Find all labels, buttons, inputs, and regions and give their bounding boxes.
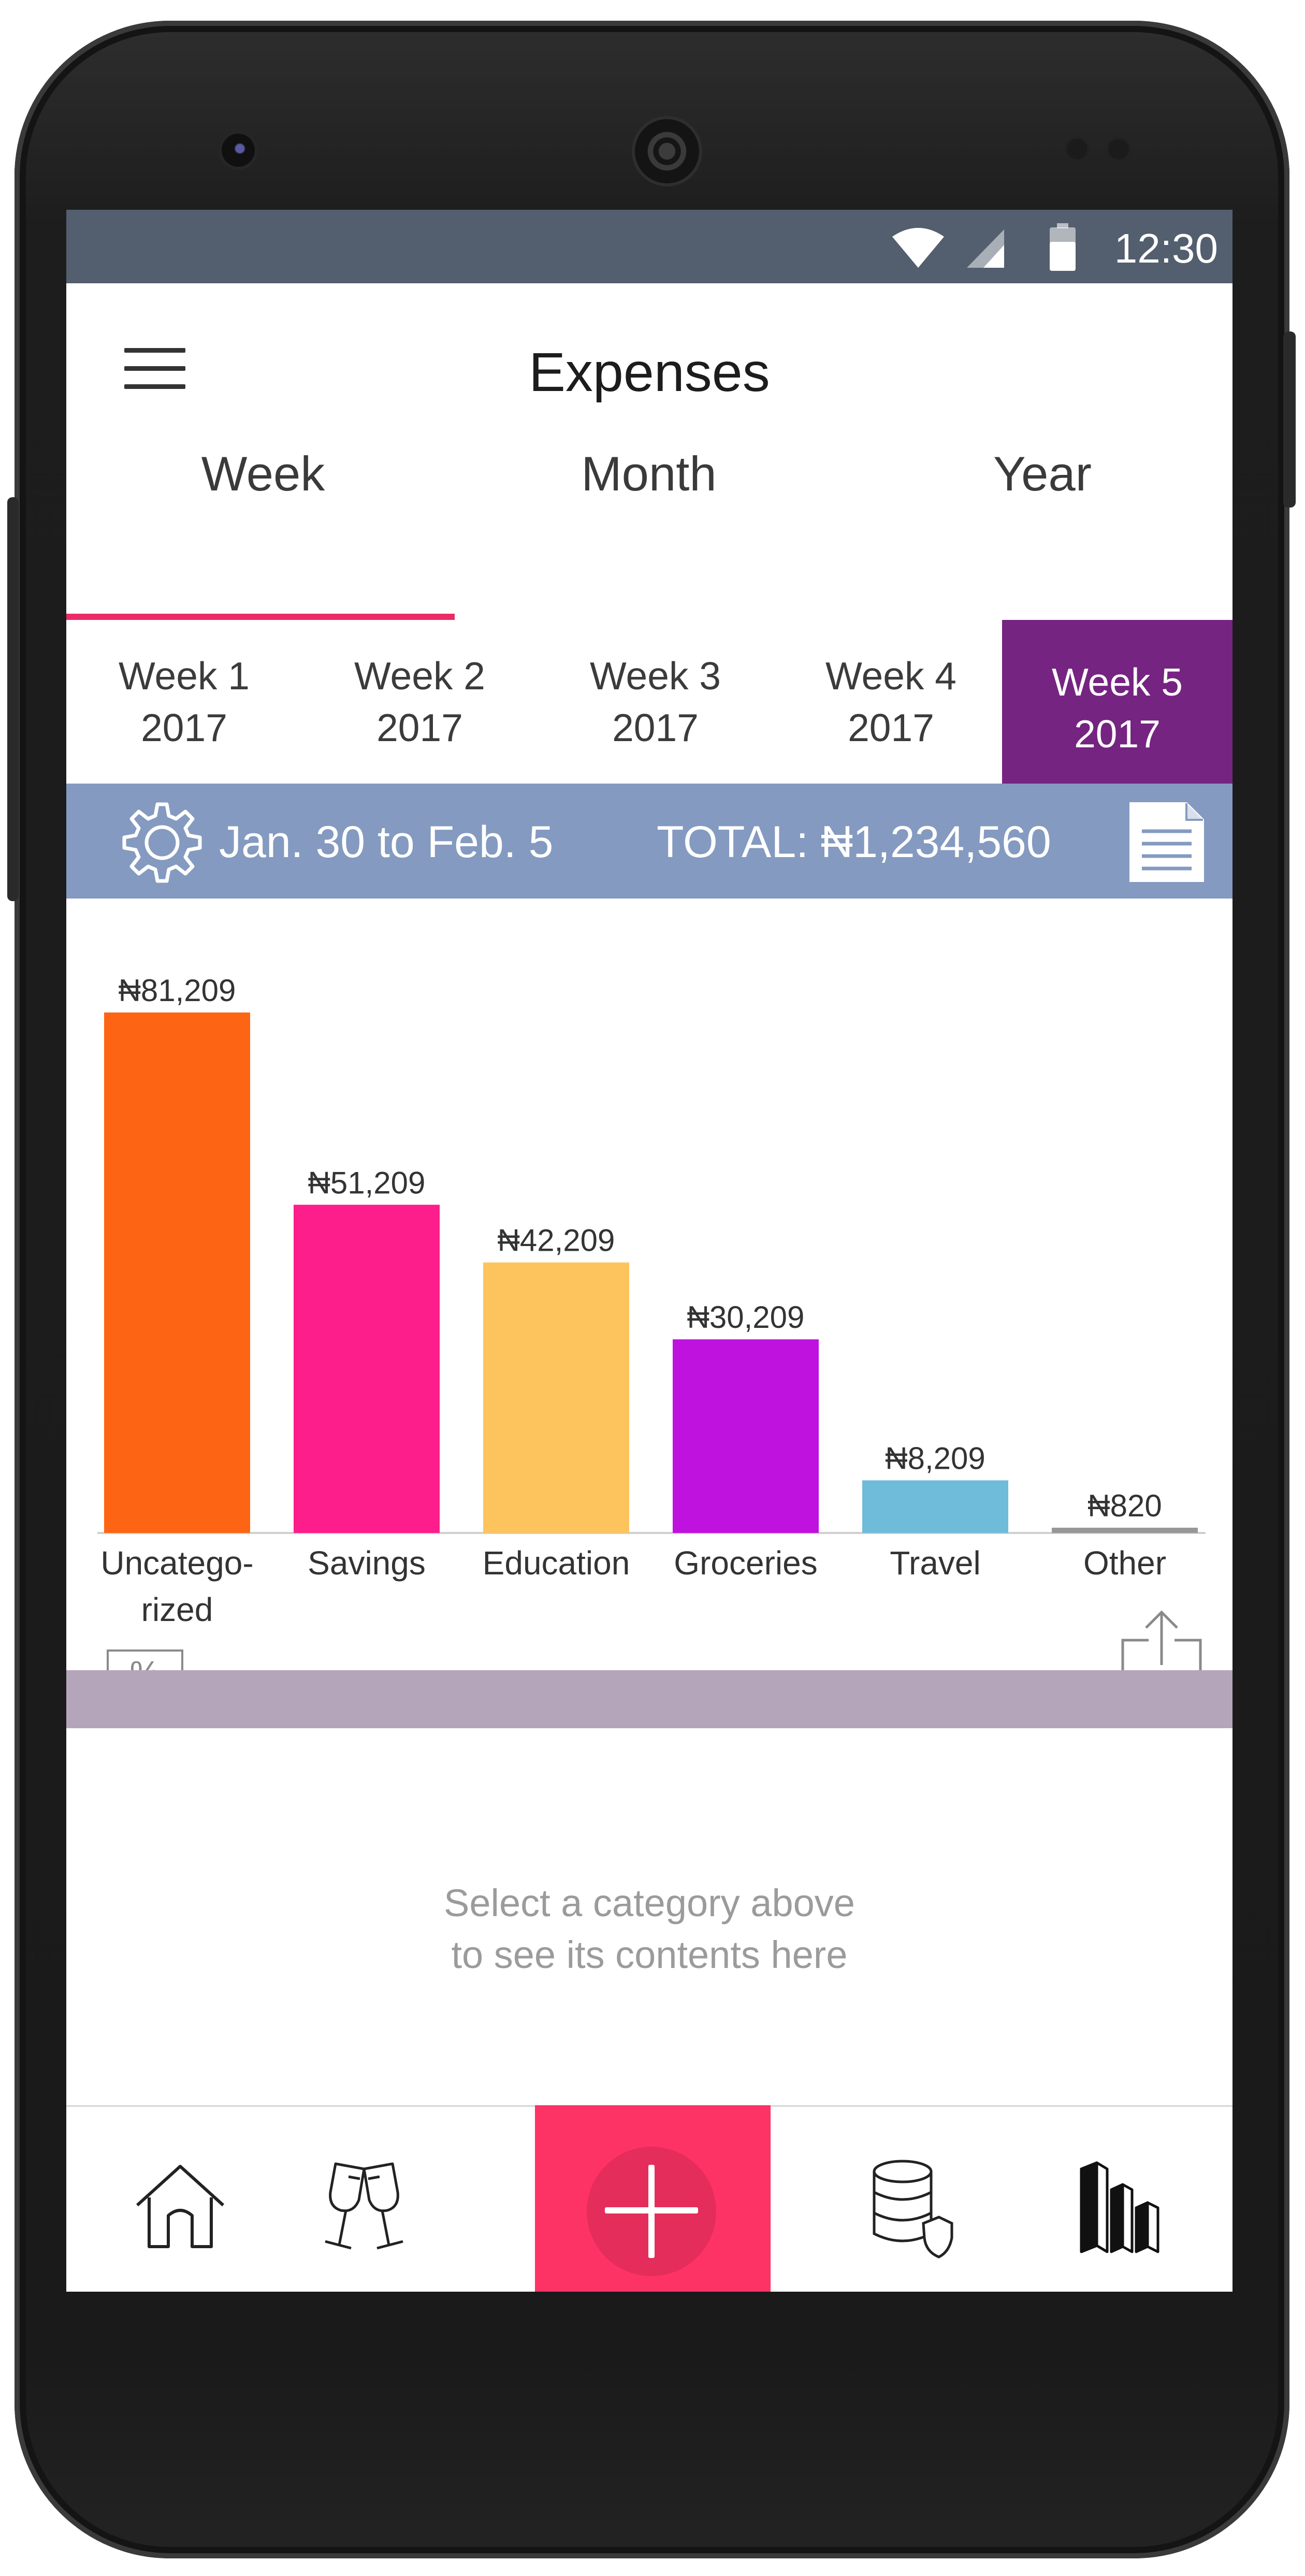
tab-indicator [66,614,455,620]
category-label[interactable]: Savings [308,1544,426,1582]
report-document-icon[interactable] [1125,799,1208,885]
week-option[interactable]: Week 4 2017 [773,620,1009,784]
bar-value-label: ₦30,209 [687,1300,805,1335]
front-camera [222,134,255,167]
home-icon[interactable] [131,2156,229,2254]
empty-state-message: Select a category above to see its conte… [66,1877,1232,1981]
database-shield-icon[interactable] [866,2156,954,2265]
bar[interactable] [483,1262,629,1533]
light-sensor [1108,139,1129,160]
settings-gear-icon[interactable] [118,799,206,887]
week-label: Week 2 [354,654,485,698]
status-time: 12:30 [1114,225,1218,271]
bar[interactable] [1052,1527,1198,1533]
bar[interactable] [862,1480,1008,1533]
bar-value-label: ₦81,209 [119,973,236,1008]
period-tabs: Week Month Year [66,413,1232,827]
bar-value-label: ₦51,209 [308,1165,426,1200]
screen: 12:30 Expenses Week Month Year Week 1 20… [66,210,1232,2292]
summary-bar: Jan. 30 to Feb. 5 TOTAL: ₦1,234,560 [66,784,1232,899]
date-range[interactable]: Jan. 30 to Feb. 5 [219,817,554,867]
week-year: 2017 [376,706,463,749]
week-year: 2017 [848,706,934,749]
volume-button [7,497,19,901]
bar-value-label: ₦8,209 [885,1441,985,1475]
cell-signal-icon [967,229,1004,268]
category-label[interactable]: Travel [890,1544,980,1582]
week-label: Week 3 [590,654,721,698]
wifi-icon [892,228,944,268]
power-button [1283,331,1296,508]
app-bar: Expenses [66,283,1232,413]
week-label: Week 4 [825,654,956,698]
proximity-sensor [1067,139,1088,160]
bar[interactable] [294,1205,440,1533]
expense-chart: ₦81,209 Uncatego-rized ₦51,209 Savings ₦42,2… [66,899,1232,1696]
hamburger-menu-icon[interactable] [124,348,185,389]
week-year: 2017 [612,706,699,749]
battery-icon [1050,223,1076,271]
cheers-icon[interactable] [312,2156,416,2260]
week-label: Week 5 [1052,660,1183,704]
tab-month[interactable]: Month [581,446,717,501]
category-label[interactable]: Uncatego- [100,1544,253,1582]
bottom-navigation [66,2105,1232,2292]
week-option[interactable]: Week 2 2017 [302,620,538,784]
tab-week[interactable]: Week [201,446,325,501]
week-selector: Week 1 2017 Week 2 2017 Week 3 2017 Week… [66,620,1232,784]
bar-value-label: ₦42,209 [498,1223,615,1258]
tab-year[interactable]: Year [993,446,1092,501]
category-label[interactable]: Groceries [674,1544,817,1582]
week-year: 2017 [1074,712,1161,756]
bar[interactable] [104,1012,250,1533]
total-amount: TOTAL: ₦1,234,560 [657,817,1051,867]
week-label: Week 1 [119,654,250,698]
category-label[interactable]: rized [141,1591,213,1624]
category-label[interactable]: Education [483,1544,630,1582]
bar[interactable] [673,1339,819,1533]
divider-band [66,1670,1232,1728]
week-option[interactable]: Week 3 2017 [538,620,773,784]
bar-chart: ₦81,209 Uncatego-rized ₦51,209 Savings ₦42,2… [97,973,1206,1624]
empty-state-line: Select a category above [444,1882,855,1924]
week-option-selected[interactable]: Week 5 2017 [1002,620,1232,784]
plus-icon-vertical [648,2165,655,2258]
category-label[interactable]: Other [1083,1544,1166,1582]
bar-value-label: ₦820 [1088,1488,1162,1523]
bar-chart-3d-icon[interactable] [1071,2159,1174,2257]
week-year: 2017 [141,706,227,749]
status-bar: 12:30 [66,210,1232,283]
earpiece-speaker [635,119,699,183]
empty-state-line: to see its contents here [451,1933,848,1976]
week-option[interactable]: Week 1 2017 [66,620,302,784]
page-title: Expenses [529,342,770,403]
